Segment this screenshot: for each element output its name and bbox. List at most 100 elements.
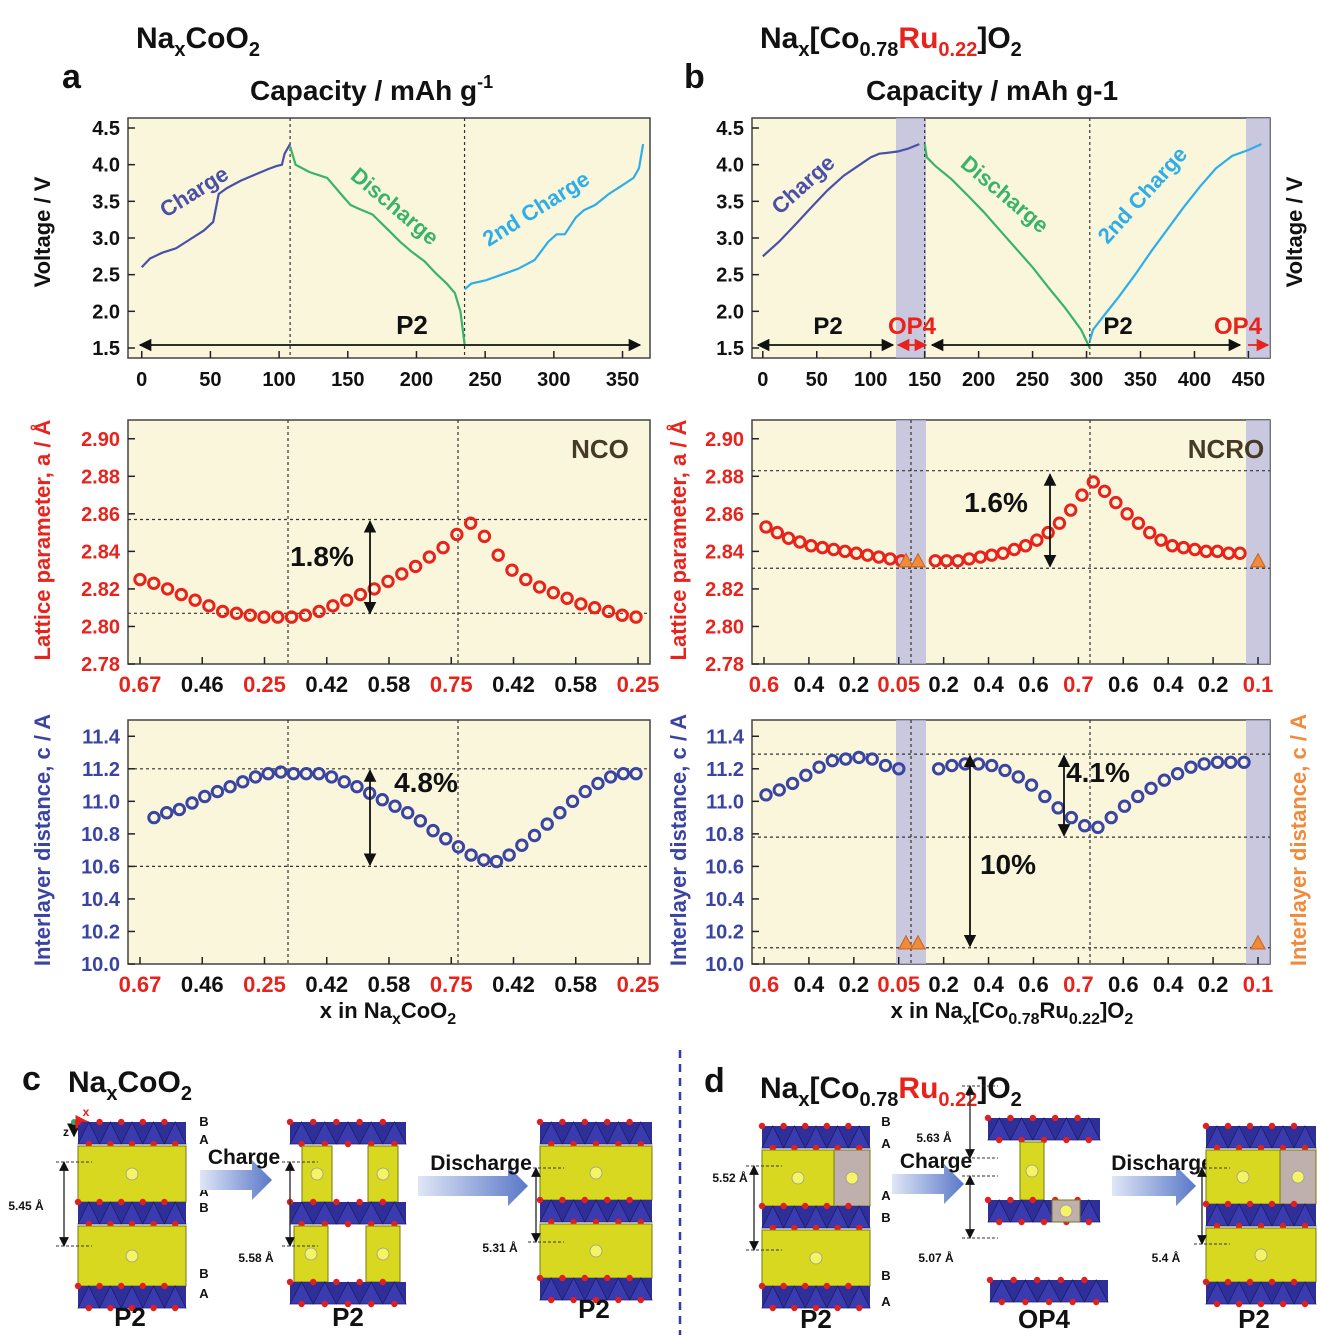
panel_b-capacity-tick-label-9: 450 — [1232, 369, 1265, 391]
panel-b-interlayer-change-label: 4.1% — [1066, 757, 1130, 788]
d2-layer1-atom-top-1 — [1007, 1115, 1013, 1121]
c3-layer3-atom-bot-0 — [548, 1297, 554, 1303]
c2-layer2-atom-top-4 — [380, 1199, 386, 1205]
c1-layer3-atom-bot-1 — [107, 1305, 113, 1311]
panel_b-lattice-y-tick-label-2: 2.86 — [705, 504, 744, 526]
d1-layer3-atom-top-0 — [759, 1283, 765, 1289]
d1-layer1-atom-top-2 — [802, 1123, 808, 1129]
c3-layer2-atom-top-0 — [537, 1197, 543, 1203]
panel-b-ncro-tag: NCRO — [1188, 434, 1265, 464]
c3-dim-label: 5.31 Å — [482, 1240, 518, 1255]
c2-layer1-atom-top-2 — [333, 1119, 339, 1125]
panel-b-interlayer-axis-label: Interlayer distance, c / A — [666, 714, 691, 966]
d2-dim1-label: 5.63 Å — [916, 1130, 952, 1145]
c1-layer1-atom-top-4 — [161, 1119, 167, 1125]
axis-x-label: x — [83, 1105, 90, 1119]
c3-layer1-atom-top-2 — [582, 1119, 588, 1125]
d3-layer3-atom-top-2 — [1247, 1279, 1253, 1285]
panel_a-voltage-tick-label-3: 3.0 — [92, 228, 120, 250]
d1-layer3-atom-bot-1 — [791, 1305, 797, 1311]
panel_a-voltage-tick-label-5: 2.0 — [92, 301, 120, 323]
d1-layer2-atom-top-0 — [759, 1203, 765, 1209]
c3-layer3-atom-top-0 — [537, 1275, 543, 1281]
panel_a-voltage-tick-label-4: 2.5 — [92, 265, 120, 287]
panel_b-mid-x-tick-label-11: 0.1 — [1243, 672, 1274, 697]
d1-layer3-atom-bot-4 — [856, 1305, 862, 1311]
panel_b-bot-x-tick-label-4: 0.2 — [928, 972, 959, 997]
panel_b-lattice-y-tick-label-5: 2.80 — [705, 616, 744, 638]
d2-layer1-atom-top-3 — [1052, 1115, 1058, 1121]
panel-b-op4-label-2: OP4 — [1214, 313, 1263, 340]
c3-na1-na — [590, 1167, 602, 1179]
panel_b-interlayer-y-tick-label-6: 10.2 — [705, 921, 744, 943]
panel_b-mid-x-tick-label-6: 0.6 — [1018, 672, 1049, 697]
c2-layer3-atom-top-2 — [333, 1279, 339, 1285]
c2-layer2-atom-bot-2 — [345, 1221, 351, 1227]
d2-layer3-atom-top-1 — [1010, 1277, 1016, 1283]
panel-a-lattice-change-label: 1.8% — [290, 541, 354, 572]
d2-dim2-label: 5.07 Å — [918, 1250, 954, 1265]
panel_b-bot-x-tick-label-0: 0.6 — [749, 972, 780, 997]
panel-b-letter: b — [684, 58, 705, 96]
panel_b-mid-x-tick-label-4: 0.2 — [928, 672, 959, 697]
panel-b-voltage-axis-label: Voltage / V — [1282, 176, 1307, 287]
c1-layer1-atom-top-0 — [75, 1119, 81, 1125]
panel_b-capacity-tick-label-5: 250 — [1016, 369, 1049, 391]
d1-layer3-atom-top-1 — [780, 1283, 786, 1289]
c1-stack-1: A — [199, 1132, 209, 1147]
panel-a-voltage-axis-label: Voltage / V — [30, 176, 55, 287]
plot-area-aBot — [128, 720, 650, 964]
c3-layer3-atom-bot-3 — [615, 1297, 621, 1303]
d1-na2-na — [810, 1252, 822, 1264]
d2-layer3-atom-top-4 — [1081, 1277, 1087, 1283]
c2-layer1-atom-top-4 — [380, 1119, 386, 1125]
panel_b-interlayer-y-tick-label-1: 11.2 — [706, 759, 744, 781]
c3-layer1-atom-top-3 — [604, 1119, 610, 1125]
d1-stack-1: A — [881, 1136, 891, 1151]
d3-layer1-atom-top-0 — [1203, 1123, 1209, 1129]
d2-layer1-atom-top-4 — [1074, 1115, 1080, 1121]
d3-layer2-atom-top-1 — [1225, 1201, 1231, 1207]
panel-a-interlayer-change-label: 4.8% — [394, 767, 458, 798]
c3-layer2-atom-top-4 — [626, 1197, 632, 1203]
c2-na1-na — [311, 1168, 323, 1180]
panel_a-interlayer-y-tick-label-6: 10.2 — [81, 921, 120, 943]
panel_b-capacity-tick-label-3: 150 — [908, 369, 941, 391]
c1-phase: P2 — [114, 1302, 146, 1332]
panel_b-voltage-tick-label-6: 1.5 — [716, 338, 744, 360]
c2-layer2-atom-top-1 — [310, 1199, 316, 1205]
d1-layer3-atom-top-4 — [845, 1283, 851, 1289]
c2-layer2-atom-top-2 — [333, 1199, 339, 1205]
panel_a-interlayer-y-tick-label-5: 10.4 — [81, 889, 121, 911]
panel-d-title: Nax[Co0.78Ru0.22]O2 — [760, 1072, 1022, 1111]
plot-area-aTop — [128, 118, 650, 358]
panel-b-interlayer-right-axis-label: Interlayer distance, c / A — [1286, 714, 1311, 966]
panel_a-interlayer-y-tick-label-0: 11.4 — [82, 726, 121, 748]
c1-na1-na — [126, 1168, 138, 1180]
c2-layer2-atom-top-3 — [356, 1199, 362, 1205]
d1-layer3-atom-bot-0 — [770, 1305, 776, 1311]
panel_b-interlayer-y-tick-label-7: 10.0 — [705, 954, 744, 976]
panel-a-interlayer-axis-label: Interlayer distance, c / A — [30, 714, 55, 966]
c1-layer2-atom-top-3 — [140, 1199, 146, 1205]
d2-layer3-atom-bot-0 — [999, 1299, 1005, 1305]
c3-layer1-atom-top-1 — [559, 1119, 565, 1125]
panel_a-lattice-y-tick-label-4: 2.82 — [81, 579, 120, 601]
c3-layer2-atom-top-2 — [582, 1197, 588, 1203]
c1-layer3-atom-top-0 — [75, 1283, 81, 1289]
d2-layer3-atom-top-0 — [987, 1277, 993, 1283]
panel_a-lattice-y-tick-label-2: 2.86 — [81, 504, 120, 526]
c1-layer1-atom-top-3 — [140, 1119, 146, 1125]
d3-layer3-atom-bot-3 — [1280, 1301, 1286, 1307]
panel_b-lattice-y-tick-label-3: 2.84 — [705, 541, 745, 563]
panel-d-structures: BAABBA5.52 ÅP2Charge5.63 Å5.07 ÅOP4Disch… — [712, 1086, 1316, 1334]
d3-na2-na — [1255, 1249, 1267, 1261]
panel_a-bot-x-tick-label-3: 0.42 — [305, 972, 348, 997]
panel_b-mid-x-tick-label-7: 0.7 — [1063, 672, 1094, 697]
panel_a-voltage-tick-label-1: 4.0 — [92, 155, 120, 177]
d2-layer3-atom-top-3 — [1058, 1277, 1064, 1283]
panel_a-bot-x-tick-label-6: 0.42 — [492, 972, 535, 997]
d2-phase: OP4 — [1018, 1304, 1071, 1334]
panel_b-bot-x-tick-label-7: 0.7 — [1063, 972, 1094, 997]
d1-na1-na — [792, 1172, 804, 1184]
